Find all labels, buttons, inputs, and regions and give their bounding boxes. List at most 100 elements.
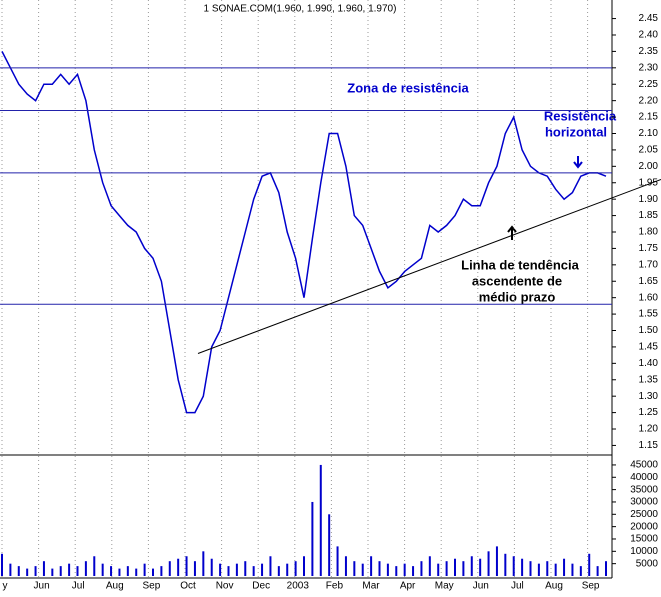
volume-bar xyxy=(470,556,473,576)
volume-bar xyxy=(537,563,540,576)
annotation: Linha de tendência xyxy=(461,257,580,272)
x-tick-label: Jun xyxy=(34,581,50,592)
y-tick-label: 1.65 xyxy=(639,276,659,287)
volume-bar xyxy=(303,556,305,576)
volume-bar xyxy=(487,551,490,576)
volume-bar xyxy=(521,558,524,576)
y-tick-label: 15000 xyxy=(630,534,658,545)
volume-bar xyxy=(202,551,205,576)
y-tick-label: 30000 xyxy=(630,497,658,508)
x-tick-label: Jul xyxy=(72,581,85,592)
volume-bar xyxy=(9,563,12,576)
y-tick-label: 20000 xyxy=(630,521,658,532)
volume-bar xyxy=(51,568,54,576)
volume-bar xyxy=(219,563,222,576)
y-tick-label: 40000 xyxy=(630,472,658,483)
volume-bar xyxy=(386,563,389,576)
y-tick-label: 2.20 xyxy=(639,95,659,106)
y-tick-label: 2.25 xyxy=(639,79,659,90)
y-tick-label: 2.05 xyxy=(639,145,659,156)
volume-bar xyxy=(294,561,297,576)
volume-bar xyxy=(420,561,423,576)
y-tick-label: 1.40 xyxy=(639,358,659,369)
volume-bar xyxy=(68,563,71,576)
volume-bar xyxy=(193,561,196,576)
y-tick-label: 1.45 xyxy=(639,342,659,353)
volume-bar xyxy=(596,566,599,576)
x-tick-label: Apr xyxy=(400,581,416,592)
y-tick-label: 1.85 xyxy=(639,210,659,221)
volume-bar xyxy=(336,546,339,576)
volume-bar xyxy=(588,553,591,576)
volume-bar xyxy=(546,561,549,576)
x-tick-label: 2003 xyxy=(287,581,310,592)
volume-bar xyxy=(311,501,314,576)
volume-bar xyxy=(143,563,146,576)
volume-bar xyxy=(76,566,79,576)
volume-bar xyxy=(1,553,3,576)
volume-bar xyxy=(135,568,138,576)
volume-bar xyxy=(462,561,465,576)
volume-bar xyxy=(244,561,247,576)
volume-bar xyxy=(160,566,163,576)
volume-bar xyxy=(235,563,238,576)
y-tick-label: 1.25 xyxy=(639,407,659,418)
x-tick-label: Jul xyxy=(511,581,524,592)
volume-bar xyxy=(412,566,415,576)
y-tick-label: 2.35 xyxy=(639,46,659,57)
chart-title: 1 SONAE.COM(1.960, 1.990, 1.960, 1.970) xyxy=(204,4,397,15)
volume-bar xyxy=(101,563,104,576)
y-tick-label: 25000 xyxy=(630,509,658,520)
y-tick-label: 1.95 xyxy=(639,177,659,188)
volume-bar xyxy=(571,563,574,576)
volume-bar xyxy=(34,566,37,576)
y-tick-label: 1.60 xyxy=(639,292,659,303)
volume-bar xyxy=(210,558,213,576)
x-tick-label: Feb xyxy=(326,581,344,592)
y-tick-label: 35000 xyxy=(630,484,658,495)
x-tick-label: Mar xyxy=(362,581,380,592)
y-tick-label: 1.75 xyxy=(639,243,659,254)
volume-bar xyxy=(110,566,113,576)
volume-bar xyxy=(378,561,381,576)
trend-line xyxy=(197,178,661,354)
volume-bar xyxy=(286,563,289,576)
y-tick-label: 1.50 xyxy=(639,325,659,336)
y-tick-label: 1.80 xyxy=(639,227,659,238)
annotation: ascendente de xyxy=(472,273,562,288)
volume-bar xyxy=(277,566,280,576)
volume-bar xyxy=(554,563,557,576)
y-tick-label: 2.30 xyxy=(639,62,659,73)
x-tick-label: Sep xyxy=(582,581,600,592)
y-tick-label: 10000 xyxy=(630,546,658,557)
volume-bar xyxy=(328,514,331,576)
annotation: horizontal xyxy=(545,124,607,139)
volume-bar xyxy=(479,558,482,576)
volume-bar xyxy=(126,566,129,576)
volume-bar xyxy=(93,556,96,576)
price-line xyxy=(1,51,607,414)
y-tick-label: 1.20 xyxy=(639,424,659,435)
y-tick-label: 1.55 xyxy=(639,309,659,320)
x-tick-label: y xyxy=(3,581,8,592)
volume-bar xyxy=(512,556,515,576)
y-tick-label: 1.30 xyxy=(639,391,659,402)
volume-bar xyxy=(529,561,532,576)
volume-bar xyxy=(370,556,373,576)
y-tick-label: 1.70 xyxy=(639,259,659,270)
volume-bar xyxy=(42,561,45,576)
annotation: médio prazo xyxy=(479,289,556,304)
volume-bar xyxy=(428,556,431,576)
y-tick-label: 2.10 xyxy=(639,128,659,139)
arrow xyxy=(573,156,583,169)
y-tick-label: 2.45 xyxy=(639,13,659,24)
volume-bar xyxy=(563,558,566,576)
volume-bar xyxy=(269,556,272,576)
y-tick-label: 2.00 xyxy=(639,161,659,172)
volume-bar xyxy=(319,464,322,576)
volume-bar xyxy=(168,561,171,576)
y-tick-label: 1.35 xyxy=(639,374,659,385)
volume-bar xyxy=(395,566,398,576)
